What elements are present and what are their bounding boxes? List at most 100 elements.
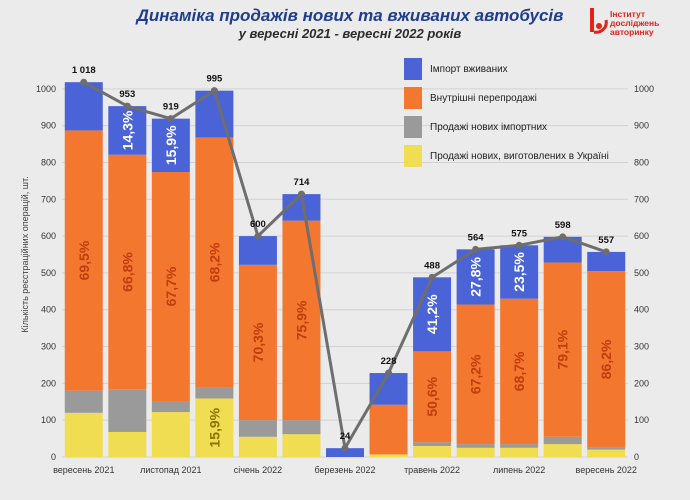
bar-segment-import_used [238, 236, 277, 265]
y-tick-label-left: 100 [41, 415, 56, 425]
total-point [123, 102, 131, 110]
total-label: 953 [119, 89, 135, 100]
y-tick-label-left: 800 [41, 157, 56, 167]
x-tick-label: вересень 2022 [576, 465, 637, 475]
bar-segment-resales [64, 130, 103, 391]
y-tick-label-left: 500 [41, 268, 56, 278]
logo-icon [590, 8, 608, 34]
total-point [297, 190, 305, 198]
total-label: 1 018 [72, 65, 96, 76]
total-point [515, 241, 523, 249]
bar-segment-new_imported [587, 447, 626, 450]
bar-segment-new_imported [108, 389, 147, 432]
y-tick-label-left: 600 [41, 231, 56, 241]
x-tick-label: березень 2022 [314, 465, 375, 475]
bar-segment-new_imported [238, 420, 277, 437]
percent-label: 86,2% [598, 339, 614, 379]
y-tick-label-left: 200 [41, 378, 56, 388]
y-tick-label-right: 100 [634, 415, 649, 425]
total-point [167, 115, 175, 123]
percent-label: 27,8% [468, 257, 484, 297]
bar-segment-new_ukraine [543, 444, 582, 457]
y-tick-label-left: 400 [41, 305, 56, 315]
x-tick-label: травень 2022 [404, 465, 460, 475]
percent-label: 79,1% [555, 329, 571, 369]
percent-label: 14,3% [119, 110, 135, 150]
x-tick-label: січень 2022 [234, 465, 282, 475]
bar-segment-resales [282, 220, 321, 421]
total-point [80, 78, 88, 86]
percent-label: 67,2% [468, 354, 484, 394]
total-point [210, 87, 218, 95]
bar-segment-new_ukraine [238, 436, 277, 457]
bar-segment-new_imported [195, 387, 234, 399]
bar-segment-import_used [587, 251, 626, 272]
percent-label: 15,9% [206, 407, 222, 447]
bar-segment-new_ukraine [282, 434, 321, 457]
bar-segment-resales [587, 271, 626, 448]
x-tick-label: листопад 2021 [140, 465, 201, 475]
bars-layer [64, 82, 626, 457]
percent-label: 70,3% [250, 322, 266, 362]
percent-label: 68,7% [511, 351, 527, 391]
bar-segment-new_imported [282, 420, 321, 435]
total-point [472, 245, 480, 253]
axis-layer: 0 0 100 100 200 200 300 300 400 400 500 500 600 600 70… [20, 84, 654, 475]
bar-segment-import_used [108, 106, 147, 155]
bar-segment-import_used [151, 118, 190, 173]
total-point [385, 369, 393, 377]
y-tick-label-left: 1000 [36, 84, 56, 94]
grid-layer [62, 88, 628, 458]
legend: Імпорт вживаних Внутрішні перепродажі Прод… [404, 58, 609, 167]
pct-labels-layer: 69,5% 66,8% 14,3% 67,7% 15,9% 68,2% 15,9% 70,3%… [76, 110, 614, 448]
bar-segment-resales [456, 304, 495, 445]
y-tick-label-right: 500 [634, 268, 649, 278]
logo-text: Інститут досліджень авторинку [610, 9, 660, 37]
total-point [341, 444, 349, 452]
y-tick-label-left: 700 [41, 194, 56, 204]
bar-segment-import_used [500, 245, 539, 299]
legend-label: Імпорт вживаних [430, 64, 508, 75]
y-tick-label-left: 0 [51, 452, 56, 462]
bar-segment-new_ukraine [64, 412, 103, 457]
percent-label: 69,5% [76, 240, 92, 280]
legend-swatch-new_ukraine [404, 145, 422, 167]
bar-segment-resales [500, 298, 539, 445]
total-label: 24 [340, 431, 351, 442]
bar-segment-import_used [413, 277, 452, 352]
bar-segment-new_ukraine [456, 447, 495, 457]
legend-label: Продажі нових імпортних [430, 122, 547, 133]
percent-label: 50,6% [424, 376, 440, 416]
bar-segment-new_ukraine [369, 454, 408, 457]
bar-segment-import_used [326, 448, 364, 457]
legend-label: Внутрішні перепродажі [430, 93, 537, 104]
institute-logo: Інститут досліджень авторинку [588, 6, 684, 40]
bar-segment-resales [543, 262, 582, 437]
bar-segment-new_ukraine [413, 445, 452, 457]
total-label: 600 [250, 219, 266, 230]
bar-segment-new_imported [456, 444, 495, 448]
percent-label: 15,9% [163, 125, 179, 165]
chart-subtitle: у вересні 2021 - вересні 2022 років [238, 26, 462, 41]
total-label: 919 [163, 102, 179, 113]
total-label: 557 [598, 235, 614, 246]
chart-title: Динаміка продажів нових та вживаних авто… [136, 6, 564, 25]
bar-segment-new_ukraine [195, 398, 234, 457]
bar-segment-resales [108, 154, 147, 390]
y-tick-label-right: 0 [634, 452, 639, 462]
percent-label: 41,2% [424, 294, 440, 334]
y-tick-label-left: 900 [41, 121, 56, 131]
bar-segment-import_used [369, 373, 408, 405]
bar-segment-new_ukraine [151, 412, 190, 457]
bar-segment-new_imported [500, 444, 539, 448]
y-tick-label-left: 300 [41, 342, 56, 352]
total-label: 228 [381, 356, 397, 367]
bar-segment-resales [413, 351, 452, 443]
legend-swatch-new_imported [404, 116, 422, 138]
bar-segment-new_imported [64, 390, 103, 413]
percent-label: 66,8% [119, 252, 135, 292]
total-label: 598 [555, 220, 571, 231]
bar-segment-new_imported [413, 442, 452, 446]
x-tick-label: вересень 2021 [53, 465, 114, 475]
percent-label: 23,5% [511, 252, 527, 292]
